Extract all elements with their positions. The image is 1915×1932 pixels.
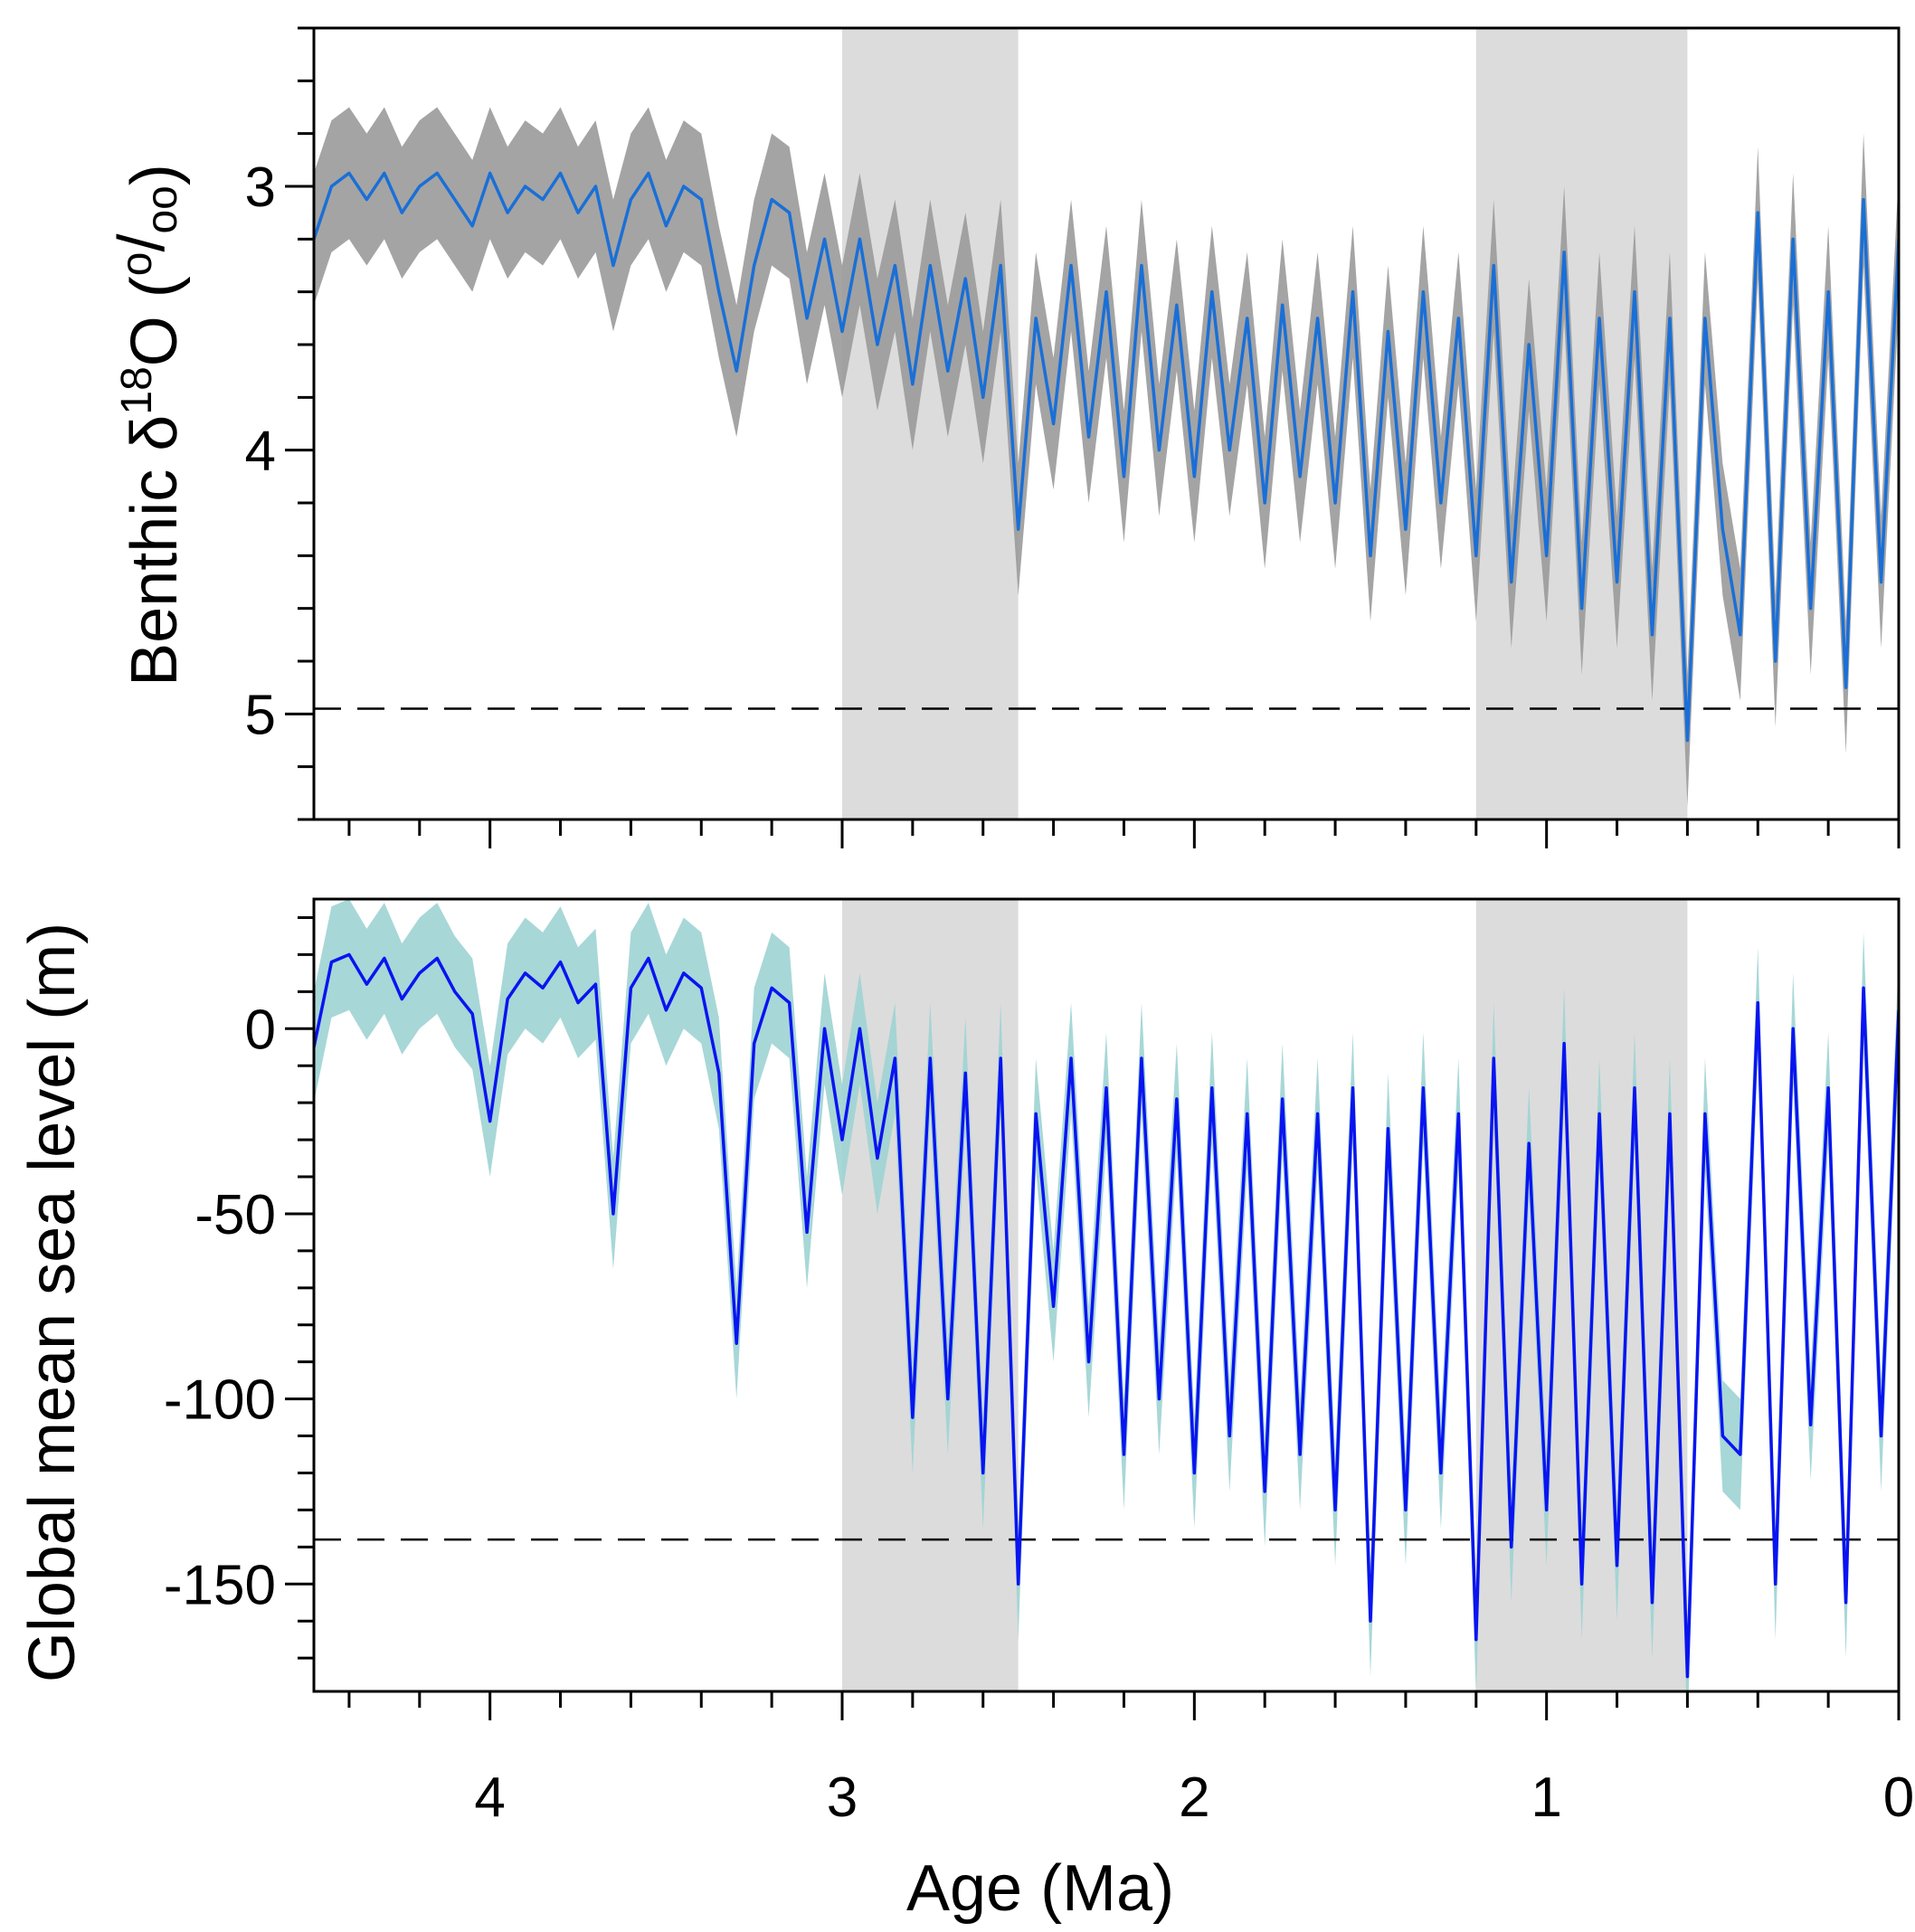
plot-area bbox=[314, 28, 1899, 819]
x-tick-label: 0 bbox=[1883, 1766, 1914, 1829]
series-line bbox=[314, 952, 1899, 1679]
x-tick-label: 3 bbox=[827, 1766, 858, 1829]
top-panel: 3 4 5 bbox=[245, 26, 1901, 848]
shaded-interval bbox=[842, 28, 1019, 819]
bottom-y-axis-title: Global mean sea level (m) bbox=[16, 923, 89, 1682]
y-tick-label: 0 bbox=[245, 999, 276, 1061]
y-tick-label: -100 bbox=[164, 1369, 276, 1432]
x-tick-label: 2 bbox=[1179, 1766, 1209, 1829]
plot-frame bbox=[312, 897, 1901, 1693]
series-line bbox=[314, 171, 1899, 743]
x-tick-label: 1 bbox=[1531, 1766, 1561, 1829]
top-y-axis-title: Benthic δ18O (o/oo) bbox=[106, 164, 191, 687]
x-tick-label: 4 bbox=[474, 1766, 505, 1829]
shaded-interval bbox=[1475, 28, 1688, 819]
uncertainty-band bbox=[314, 107, 1899, 807]
plot-area bbox=[314, 899, 1899, 1691]
y-tick-label: 3 bbox=[245, 156, 276, 219]
y-tick-label: 5 bbox=[245, 684, 276, 746]
y-tick-label: 4 bbox=[245, 421, 276, 483]
y-tick-label: -150 bbox=[164, 1554, 276, 1616]
y-tick-label: -50 bbox=[194, 1184, 276, 1246]
plot-frame bbox=[312, 26, 1901, 821]
bottom-panel: 0 -50 -100 -150 4 3 2 1 0 bbox=[164, 897, 1914, 1829]
uncertainty-band bbox=[314, 899, 1899, 1691]
x-axis-title: Age (Ma) bbox=[906, 1852, 1174, 1925]
